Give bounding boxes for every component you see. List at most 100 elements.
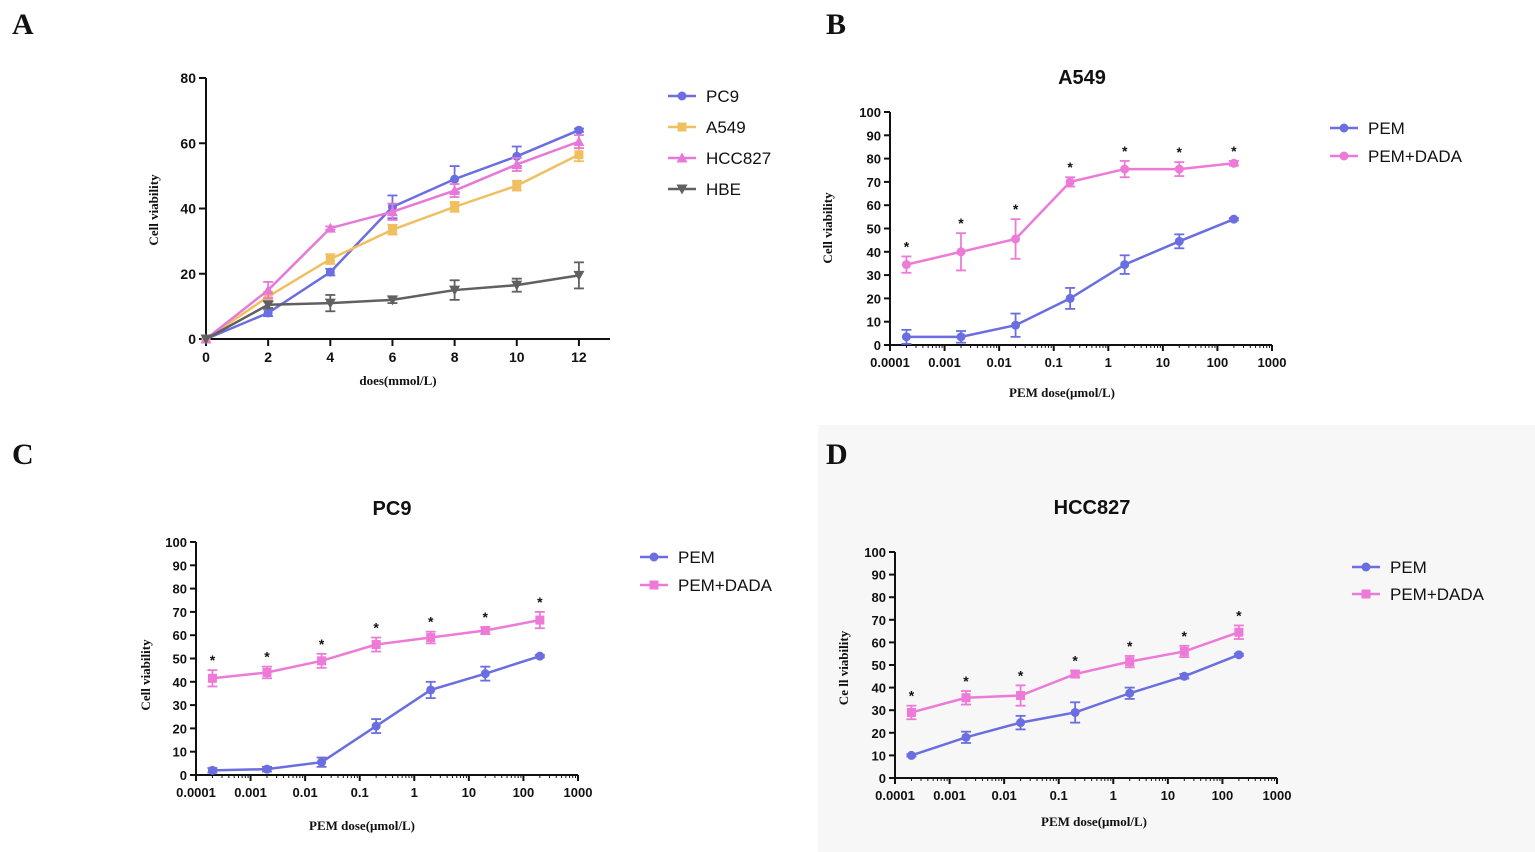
y-tick-label: 70 [867, 175, 881, 190]
y-tick-label: 40 [867, 245, 881, 260]
data-point [1125, 688, 1135, 698]
legend-label: A549 [706, 118, 746, 137]
y-tick-label: 100 [864, 545, 886, 560]
legend-label: HCC827 [706, 149, 771, 168]
y-tick-label: 60 [872, 635, 886, 650]
y-tick-label: 60 [173, 628, 187, 643]
data-point [450, 174, 460, 184]
data-point [263, 308, 273, 318]
legend-marker [676, 152, 688, 163]
significance-star: * [1127, 638, 1133, 654]
legend-label: PEM [1390, 558, 1427, 577]
legend-item: PEM [1352, 558, 1427, 577]
y-tick-label: 0 [879, 771, 886, 786]
x-tick-label: 0.1 [351, 785, 369, 800]
legend-item: HBE [668, 180, 741, 199]
x-tick-label: 0.01 [986, 355, 1011, 370]
significance-star: * [210, 652, 216, 668]
y-tick-label: 0 [180, 768, 187, 783]
data-point [1065, 293, 1075, 303]
data-point [574, 150, 584, 160]
y-tick-label: 80 [180, 70, 196, 86]
data-point [1229, 214, 1239, 224]
data-point [426, 633, 436, 643]
series-pem [207, 651, 545, 775]
y-tick-label: 20 [867, 291, 881, 306]
legend-label: PEM [1368, 119, 1405, 138]
significance-star: * [1067, 159, 1073, 175]
data-point [324, 222, 336, 233]
x-tick-label: 0.001 [933, 788, 966, 803]
panel-letter: A [12, 8, 34, 41]
x-tick-label: 1 [411, 785, 418, 800]
data-point [1120, 164, 1130, 174]
legend-marker [1339, 151, 1349, 161]
y-tick-label: 20 [180, 266, 196, 282]
y-axis-label: Cell viability [820, 192, 835, 264]
legend-label: PEM+DADA [1368, 147, 1463, 166]
data-point [207, 765, 217, 775]
y-tick-label: 80 [867, 152, 881, 167]
x-axis-label: PEM dose(μmol/L) [309, 818, 415, 833]
chart-panel-D: D HCC827 0 10 20 30 40 50 60 70 80 90 100 0.0001 0.001… [818, 425, 1535, 852]
y-tick-label: 60 [867, 198, 881, 213]
data-point [961, 693, 971, 703]
y-tick-label: 20 [173, 721, 187, 736]
x-tick-label: 0.01 [292, 785, 317, 800]
x-tick-label: 1 [1105, 355, 1112, 370]
data-point [1011, 234, 1021, 244]
data-point [1016, 718, 1026, 728]
legend-marker [677, 91, 687, 101]
data-point [1179, 646, 1189, 656]
legend-item: PEM+DADA [640, 576, 773, 595]
x-tick-label: 1000 [1263, 788, 1292, 803]
data-point [317, 757, 327, 767]
data-point [1174, 164, 1184, 174]
data-point [262, 667, 272, 677]
x-tick-label: 4 [326, 349, 334, 365]
data-point [325, 254, 335, 264]
legend-marker [676, 184, 688, 195]
x-tick-label: 0.001 [928, 355, 961, 370]
data-point [906, 750, 916, 760]
y-tick-label: 90 [867, 128, 881, 143]
data-point [449, 285, 461, 296]
y-tick-label: 0 [874, 338, 881, 353]
significance-star: * [1177, 144, 1183, 160]
legend-marker [649, 552, 659, 562]
x-tick-label: 100 [513, 785, 535, 800]
data-point [317, 656, 327, 666]
data-point [1120, 260, 1130, 270]
y-tick-label: 50 [173, 652, 187, 667]
data-point [386, 206, 398, 217]
significance-star: * [373, 620, 379, 636]
y-tick-label: 20 [872, 726, 886, 741]
data-point [200, 334, 212, 345]
data-point [207, 673, 217, 683]
x-axis-label: PEM dose(μmol/L) [1009, 385, 1115, 400]
significance-star: * [1182, 628, 1188, 644]
x-tick-label: 0.01 [991, 788, 1016, 803]
series-a549 [201, 147, 584, 344]
data-point [535, 651, 545, 661]
x-axis-label: does(mmol/L) [359, 373, 436, 388]
data-point [961, 732, 971, 742]
x-tick-label: 1000 [1258, 355, 1287, 370]
data-point [1065, 177, 1075, 187]
data-point [1070, 669, 1080, 679]
x-tick-label: 0.0001 [875, 788, 915, 803]
significance-star: * [537, 594, 543, 610]
data-point [1011, 320, 1021, 330]
significance-star: * [483, 609, 489, 625]
data-point [324, 298, 336, 309]
significance-star: * [1122, 143, 1128, 159]
y-tick-label: 60 [180, 135, 196, 151]
series-line [205, 153, 580, 341]
significance-star: * [264, 649, 270, 665]
significance-star: * [1231, 143, 1237, 159]
data-point [901, 260, 911, 270]
panel-background [818, 425, 1535, 852]
significance-star: * [1236, 607, 1242, 623]
x-tick-label: 1 [1110, 788, 1117, 803]
x-tick-label: 10 [462, 785, 476, 800]
